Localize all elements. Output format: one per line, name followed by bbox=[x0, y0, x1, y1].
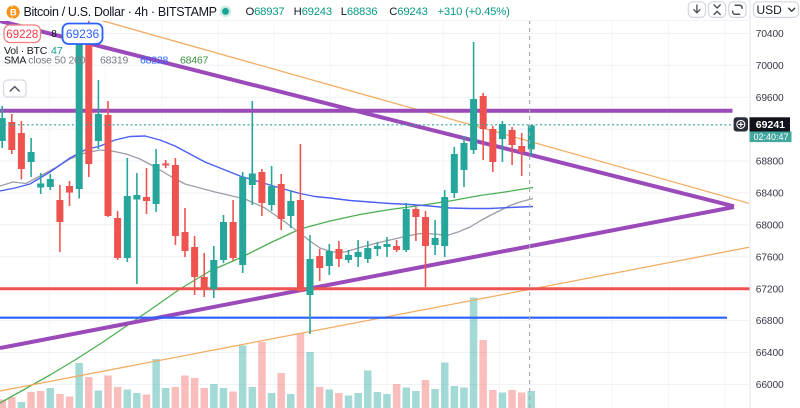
svg-text:47: 47 bbox=[51, 45, 63, 57]
svg-text:02:40:47: 02:40:47 bbox=[754, 132, 789, 142]
svg-text:8: 8 bbox=[51, 29, 57, 40]
svg-text:H69243: H69243 bbox=[294, 6, 332, 18]
svg-text:Bitcoin / U.S. Dollar · 4h · B: Bitcoin / U.S. Dollar · 4h · BITSTAMP bbox=[24, 5, 217, 19]
svg-text:70400: 70400 bbox=[756, 29, 784, 40]
svg-text:66800: 66800 bbox=[756, 316, 784, 327]
svg-text:70000: 70000 bbox=[756, 61, 784, 72]
svg-text:68400: 68400 bbox=[756, 189, 784, 200]
svg-text:66000: 66000 bbox=[756, 380, 784, 391]
svg-text:SMA close 50 200: SMA close 50 200 bbox=[4, 54, 86, 66]
svg-text:O68937: O68937 bbox=[246, 6, 285, 18]
svg-text:B: B bbox=[10, 7, 17, 17]
svg-text:68800: 68800 bbox=[756, 157, 784, 168]
svg-text:68319: 68319 bbox=[100, 54, 129, 66]
svg-text:67200: 67200 bbox=[756, 284, 784, 295]
svg-text:69236: 69236 bbox=[66, 27, 100, 41]
svg-text:68467: 68467 bbox=[180, 54, 209, 66]
svg-text:C69243: C69243 bbox=[389, 6, 427, 18]
svg-text:69228: 69228 bbox=[6, 29, 38, 41]
svg-text:66400: 66400 bbox=[756, 348, 784, 359]
svg-text:69241: 69241 bbox=[756, 119, 785, 131]
svg-text:L68836: L68836 bbox=[341, 6, 378, 18]
svg-text:69600: 69600 bbox=[756, 93, 784, 104]
svg-text:USD: USD bbox=[757, 3, 783, 17]
svg-text:68000: 68000 bbox=[756, 220, 784, 231]
svg-text:Vol · BTC: Vol · BTC bbox=[4, 45, 48, 57]
svg-text:68228: 68228 bbox=[140, 54, 169, 66]
svg-text:67600: 67600 bbox=[756, 252, 784, 263]
svg-text:+310 (+0.45%): +310 (+0.45%) bbox=[438, 6, 511, 18]
